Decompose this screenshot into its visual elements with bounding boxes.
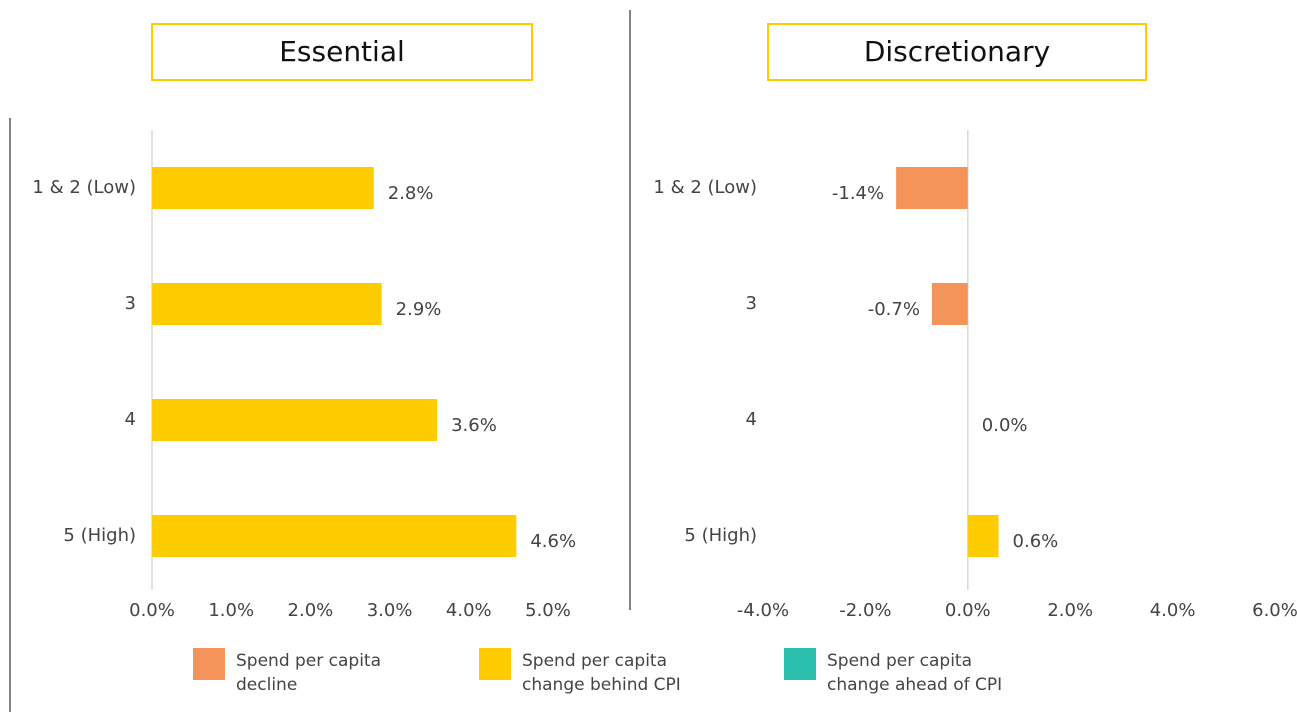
panel-title: Essential	[279, 35, 405, 68]
value-label: 3.6%	[451, 415, 497, 436]
x-tick-label: 0.0%	[945, 600, 991, 621]
value-label: 0.0%	[982, 415, 1028, 436]
value-label: -0.7%	[868, 299, 920, 320]
bar	[896, 167, 968, 209]
legend-swatch	[784, 648, 816, 680]
bar	[152, 167, 374, 209]
legend-label: change behind CPI	[522, 675, 681, 695]
legend-label: Spend per capita	[522, 651, 667, 671]
panel-title: Discretionary	[864, 35, 1050, 68]
category-label: 3	[746, 293, 757, 314]
x-tick-label: 0.0%	[129, 600, 175, 621]
legend-label: decline	[236, 675, 297, 695]
category-label: 1 & 2 (Low)	[32, 177, 136, 198]
x-tick-label: 2.0%	[1047, 600, 1093, 621]
value-label: 0.6%	[1013, 531, 1059, 552]
bar	[152, 515, 517, 557]
category-label: 5 (High)	[63, 525, 136, 546]
category-label: 5 (High)	[684, 525, 757, 546]
value-label: 4.6%	[530, 531, 576, 552]
x-tick-label: 1.0%	[208, 600, 254, 621]
value-label: 2.8%	[388, 183, 434, 204]
legend-swatch	[479, 648, 511, 680]
category-label: 4	[125, 409, 136, 430]
x-tick-label: -4.0%	[737, 600, 789, 621]
x-tick-label: 4.0%	[446, 600, 492, 621]
x-tick-label: 6.0%	[1252, 600, 1297, 621]
x-tick-label: 2.0%	[288, 600, 334, 621]
category-label: 3	[125, 293, 136, 314]
legend-swatch	[193, 648, 225, 680]
value-label: -1.4%	[832, 183, 884, 204]
category-label: 1 & 2 (Low)	[653, 177, 757, 198]
legend-label: Spend per capita	[827, 651, 972, 671]
title-box	[767, 23, 1147, 81]
legend-label: Spend per capita	[236, 651, 381, 671]
bar	[931, 283, 968, 325]
bar	[152, 399, 438, 441]
bar	[967, 515, 999, 557]
legend-label: change ahead of CPI	[827, 675, 1002, 695]
value-label: 2.9%	[396, 299, 442, 320]
x-tick-label: 3.0%	[367, 600, 413, 621]
category-label: 4	[746, 409, 757, 430]
x-tick-label: 5.0%	[525, 600, 571, 621]
bar	[152, 283, 382, 325]
x-tick-label: -2.0%	[839, 600, 891, 621]
title-box	[151, 23, 533, 81]
x-tick-label: 4.0%	[1150, 600, 1196, 621]
